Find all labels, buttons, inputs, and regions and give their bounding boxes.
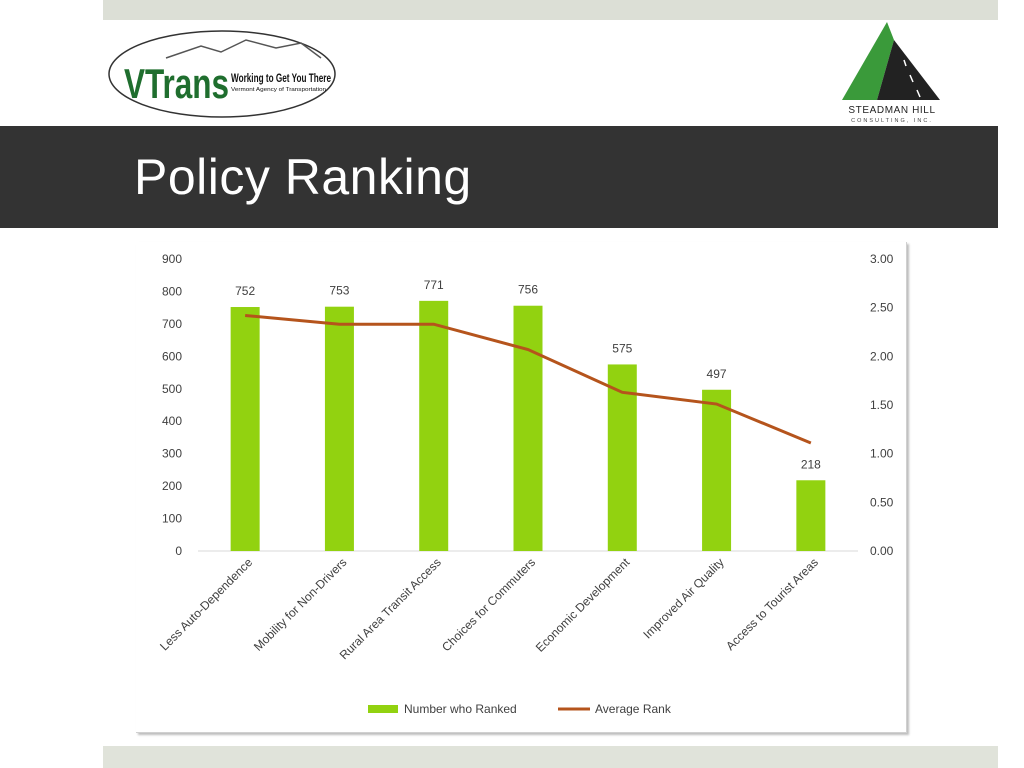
bar	[702, 389, 732, 551]
top-decor-bar	[103, 0, 998, 20]
bar	[607, 364, 637, 551]
category-label: Less Auto-Dependence	[157, 555, 255, 653]
y-left-tick-label: 900	[162, 252, 182, 266]
category-label: Rural Area Transit Access	[337, 555, 444, 662]
y-left-tick-label: 600	[162, 349, 182, 363]
left-axis: 0 100 200 300 400 500 600 700 800 900	[162, 252, 182, 558]
steadman-logo-sub: CONSULTING, INC.	[851, 118, 933, 124]
bar	[324, 306, 354, 551]
slide-title: Policy Ranking	[134, 149, 472, 205]
vtrans-logo-name: VTrans	[124, 60, 229, 107]
category-label: Economic Development	[533, 555, 633, 655]
y-right-tick-label: 1.50	[870, 398, 894, 412]
bar-data-labels: 752 753 771 756 575 497 218	[235, 278, 821, 471]
y-right-tick-label: 0.50	[870, 495, 894, 509]
y-right-tick-label: 1.00	[870, 447, 894, 461]
category-label: Improved Air Quality	[640, 555, 726, 641]
y-left-tick-label: 100	[162, 512, 182, 526]
title-band	[0, 126, 998, 228]
legend-bar-label: Number who Ranked	[404, 702, 517, 716]
average-rank-line	[245, 313, 812, 445]
bar-value-label: 756	[518, 283, 538, 297]
bar	[513, 305, 543, 551]
y-right-tick-label: 0.00	[870, 544, 894, 558]
y-left-tick-label: 400	[162, 414, 182, 428]
category-label: Choices for Commuters	[439, 555, 538, 654]
y-right-tick-label: 3.00	[870, 252, 894, 266]
bar-value-label: 771	[424, 278, 444, 292]
vtrans-logo-tagline: Working to Get You There	[231, 71, 331, 85]
category-label: Access to Tourist Areas	[723, 555, 821, 653]
y-left-tick-label: 0	[175, 544, 182, 558]
bar-value-label: 753	[329, 284, 349, 298]
policy-ranking-chart: 0 100 200 300 400 500 600 700 800 900 0.00 0.50 1.0…	[157, 252, 894, 716]
steadman-logo-name: STEADMAN HILL	[848, 105, 935, 116]
y-left-tick-label: 800	[162, 284, 182, 298]
bottom-decor-bar	[103, 746, 998, 768]
chart-frame: 0 100 200 300 400 500 600 700 800 900 0.00 0.50 1.0…	[136, 242, 907, 733]
bar	[419, 300, 449, 551]
bar-value-label: 575	[612, 341, 632, 355]
y-right-tick-label: 2.50	[870, 301, 894, 315]
bar-series	[230, 300, 826, 551]
legend-line-label: Average Rank	[595, 702, 672, 716]
y-left-tick-label: 500	[162, 382, 182, 396]
bar	[230, 307, 260, 551]
y-right-tick-label: 2.00	[870, 349, 894, 363]
chart-legend: Number who Ranked Average Rank	[368, 702, 672, 716]
y-left-tick-label: 700	[162, 317, 182, 331]
bar	[796, 480, 826, 551]
steadman-hill-logo: STEADMAN HILL CONSULTING, INC.	[842, 22, 940, 124]
legend-bar-swatch	[368, 705, 398, 713]
bar-value-label: 218	[801, 457, 821, 471]
vtrans-logo: VTrans Working to Get You There Vermont …	[108, 30, 336, 118]
bar-value-label: 752	[235, 284, 255, 298]
vtrans-logo-agency: Vermont Agency of Transportation	[231, 87, 326, 93]
bar-value-label: 497	[707, 367, 727, 381]
category-label: Mobility for Non-Drivers	[251, 555, 350, 654]
right-axis: 0.00 0.50 1.00 1.50 2.00 2.50 3.00	[870, 252, 894, 558]
y-left-tick-label: 300	[162, 447, 182, 461]
y-left-tick-label: 200	[162, 479, 182, 493]
